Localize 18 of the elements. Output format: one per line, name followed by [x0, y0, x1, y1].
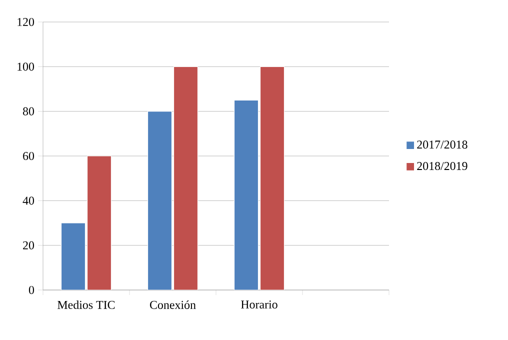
bar [260, 66, 285, 290]
y-tick-label: 100 [18, 62, 34, 71]
legend-label: 2017/2018 [417, 140, 468, 149]
y-tick-label: 40 [22, 196, 34, 205]
y-tick-label: 20 [23, 241, 34, 250]
bar [234, 100, 259, 290]
legend-label: 2018/2019 [417, 162, 468, 170]
x-tick-label: Medios TIC [58, 300, 115, 309]
y-tick-label: 120 [18, 18, 34, 26]
y-tick-label: 60 [23, 152, 34, 160]
bar [147, 111, 172, 290]
y-tick-label: 80 [22, 107, 34, 116]
bar [86, 156, 112, 290]
x-tick-label: Horario [241, 300, 278, 309]
bar [60, 222, 86, 290]
y-tick-label: 0 [28, 286, 34, 294]
x-tick-label: Conexión [150, 300, 196, 309]
bar [173, 66, 198, 290]
